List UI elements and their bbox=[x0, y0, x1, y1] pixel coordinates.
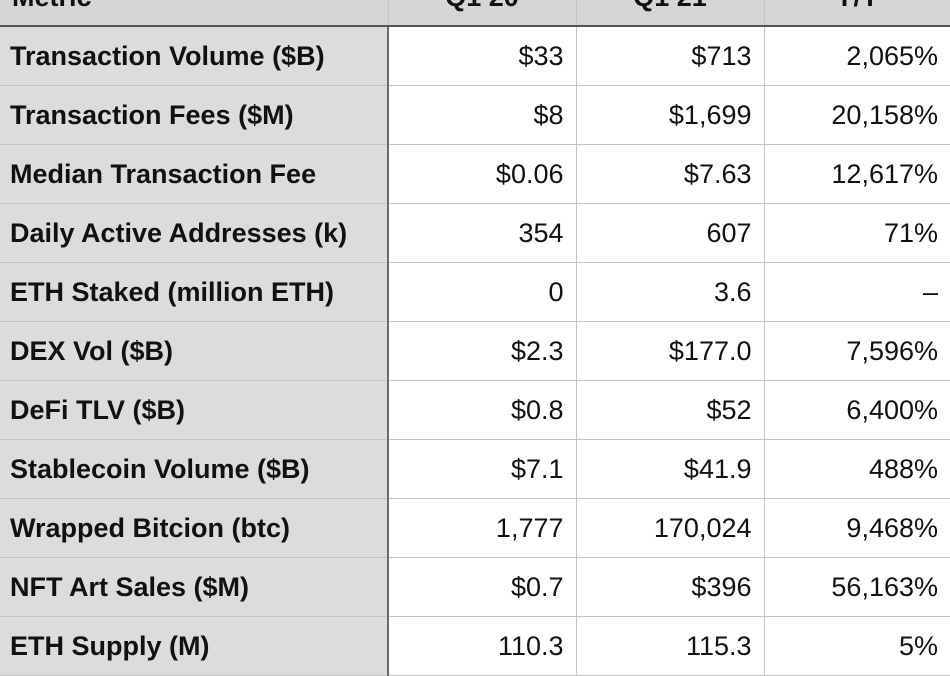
q1-21-cell: $41.9 bbox=[575, 439, 765, 499]
table-row: Transaction Volume ($B) $33 $713 2,065% bbox=[0, 25, 950, 86]
metric-cell: DeFi TLV ($B) bbox=[0, 380, 389, 440]
metric-cell: Wrapped Bitcion (btc) bbox=[0, 498, 389, 558]
yy-cell: 56,163% bbox=[763, 557, 950, 617]
q1-21-cell: $396 bbox=[575, 557, 765, 617]
q1-20-cell: 354 bbox=[387, 203, 577, 263]
table-row: Wrapped Bitcion (btc) 1,777 170,024 9,468% bbox=[0, 498, 950, 558]
metric-cell: Stablecoin Volume ($B) bbox=[0, 439, 389, 499]
column-header-q1-20: Q1 20 bbox=[387, 0, 577, 27]
metric-cell: NFT Art Sales ($M) bbox=[0, 557, 389, 617]
header-row: Metric Q1 20 Q1 21 Y/Y bbox=[0, 0, 950, 27]
yy-cell: 20,158% bbox=[763, 85, 950, 145]
q1-21-cell: $713 bbox=[575, 25, 765, 86]
metric-cell: Median Transaction Fee bbox=[0, 144, 389, 204]
yy-cell: 2,065% bbox=[763, 25, 950, 86]
q1-20-cell: 0 bbox=[387, 262, 577, 322]
q1-21-cell: $1,699 bbox=[575, 85, 765, 145]
table-body: Transaction Volume ($B) $33 $713 2,065% Tran… bbox=[0, 25, 950, 676]
yy-cell: 6,400% bbox=[763, 380, 950, 440]
q1-20-cell: $8 bbox=[387, 85, 577, 145]
yy-cell: 488% bbox=[763, 439, 950, 499]
q1-21-cell: 607 bbox=[575, 203, 765, 263]
yy-cell: 9,468% bbox=[763, 498, 950, 558]
yy-cell: – bbox=[763, 262, 950, 322]
yy-cell: 71% bbox=[763, 203, 950, 263]
metric-cell: ETH Supply (M) bbox=[0, 616, 389, 676]
table-row: DEX Vol ($B) $2.3 $177.0 7,596% bbox=[0, 321, 950, 381]
metric-cell: DEX Vol ($B) bbox=[0, 321, 389, 381]
yy-cell: 12,617% bbox=[763, 144, 950, 204]
metric-cell: ETH Staked (million ETH) bbox=[0, 262, 389, 322]
metric-cell: Transaction Fees ($M) bbox=[0, 85, 389, 145]
q1-21-cell: 3.6 bbox=[575, 262, 765, 322]
yy-cell: 7,596% bbox=[763, 321, 950, 381]
table-row: DeFi TLV ($B) $0.8 $52 6,400% bbox=[0, 380, 950, 440]
q1-20-cell: $7.1 bbox=[387, 439, 577, 499]
column-header-q1-21: Q1 21 bbox=[575, 0, 765, 27]
table-row: Daily Active Addresses (k) 354 607 71% bbox=[0, 203, 950, 263]
table-row: ETH Staked (million ETH) 0 3.6– bbox=[0, 262, 950, 322]
table-row: Median Transaction Fee $0.06 $7.63 12,617% bbox=[0, 144, 950, 204]
q1-21-cell: $177.0 bbox=[575, 321, 765, 381]
column-header-yy: Y/Y bbox=[763, 0, 950, 27]
q1-20-cell: $0.06 bbox=[387, 144, 577, 204]
q1-20-cell: $33 bbox=[387, 25, 577, 86]
q1-20-cell: 110.3 bbox=[387, 616, 577, 676]
q1-21-cell: $7.63 bbox=[575, 144, 765, 204]
q1-20-cell: $0.8 bbox=[387, 380, 577, 440]
yy-cell: 5% bbox=[763, 616, 950, 676]
metric-cell: Daily Active Addresses (k) bbox=[0, 203, 389, 263]
q1-21-cell: $52 bbox=[575, 380, 765, 440]
column-header-metric: Metric bbox=[0, 0, 389, 27]
q1-20-cell: $2.3 bbox=[387, 321, 577, 381]
metric-cell: Transaction Volume ($B) bbox=[0, 25, 389, 86]
table-row: NFT Art Sales ($M) $0.7 $396 56,163% bbox=[0, 557, 950, 617]
q1-20-cell: $0.7 bbox=[387, 557, 577, 617]
q1-20-cell: 1,777 bbox=[387, 498, 577, 558]
table-row: Stablecoin Volume ($B) $7.1 $41.9 488% bbox=[0, 439, 950, 499]
q1-21-cell: 170,024 bbox=[575, 498, 765, 558]
table-row: ETH Supply (M) 110.3 115.3 5% bbox=[0, 616, 950, 676]
q1-21-cell: 115.3 bbox=[575, 616, 765, 676]
table-row: Transaction Fees ($M) $8 $1,699 20,158% bbox=[0, 85, 950, 145]
